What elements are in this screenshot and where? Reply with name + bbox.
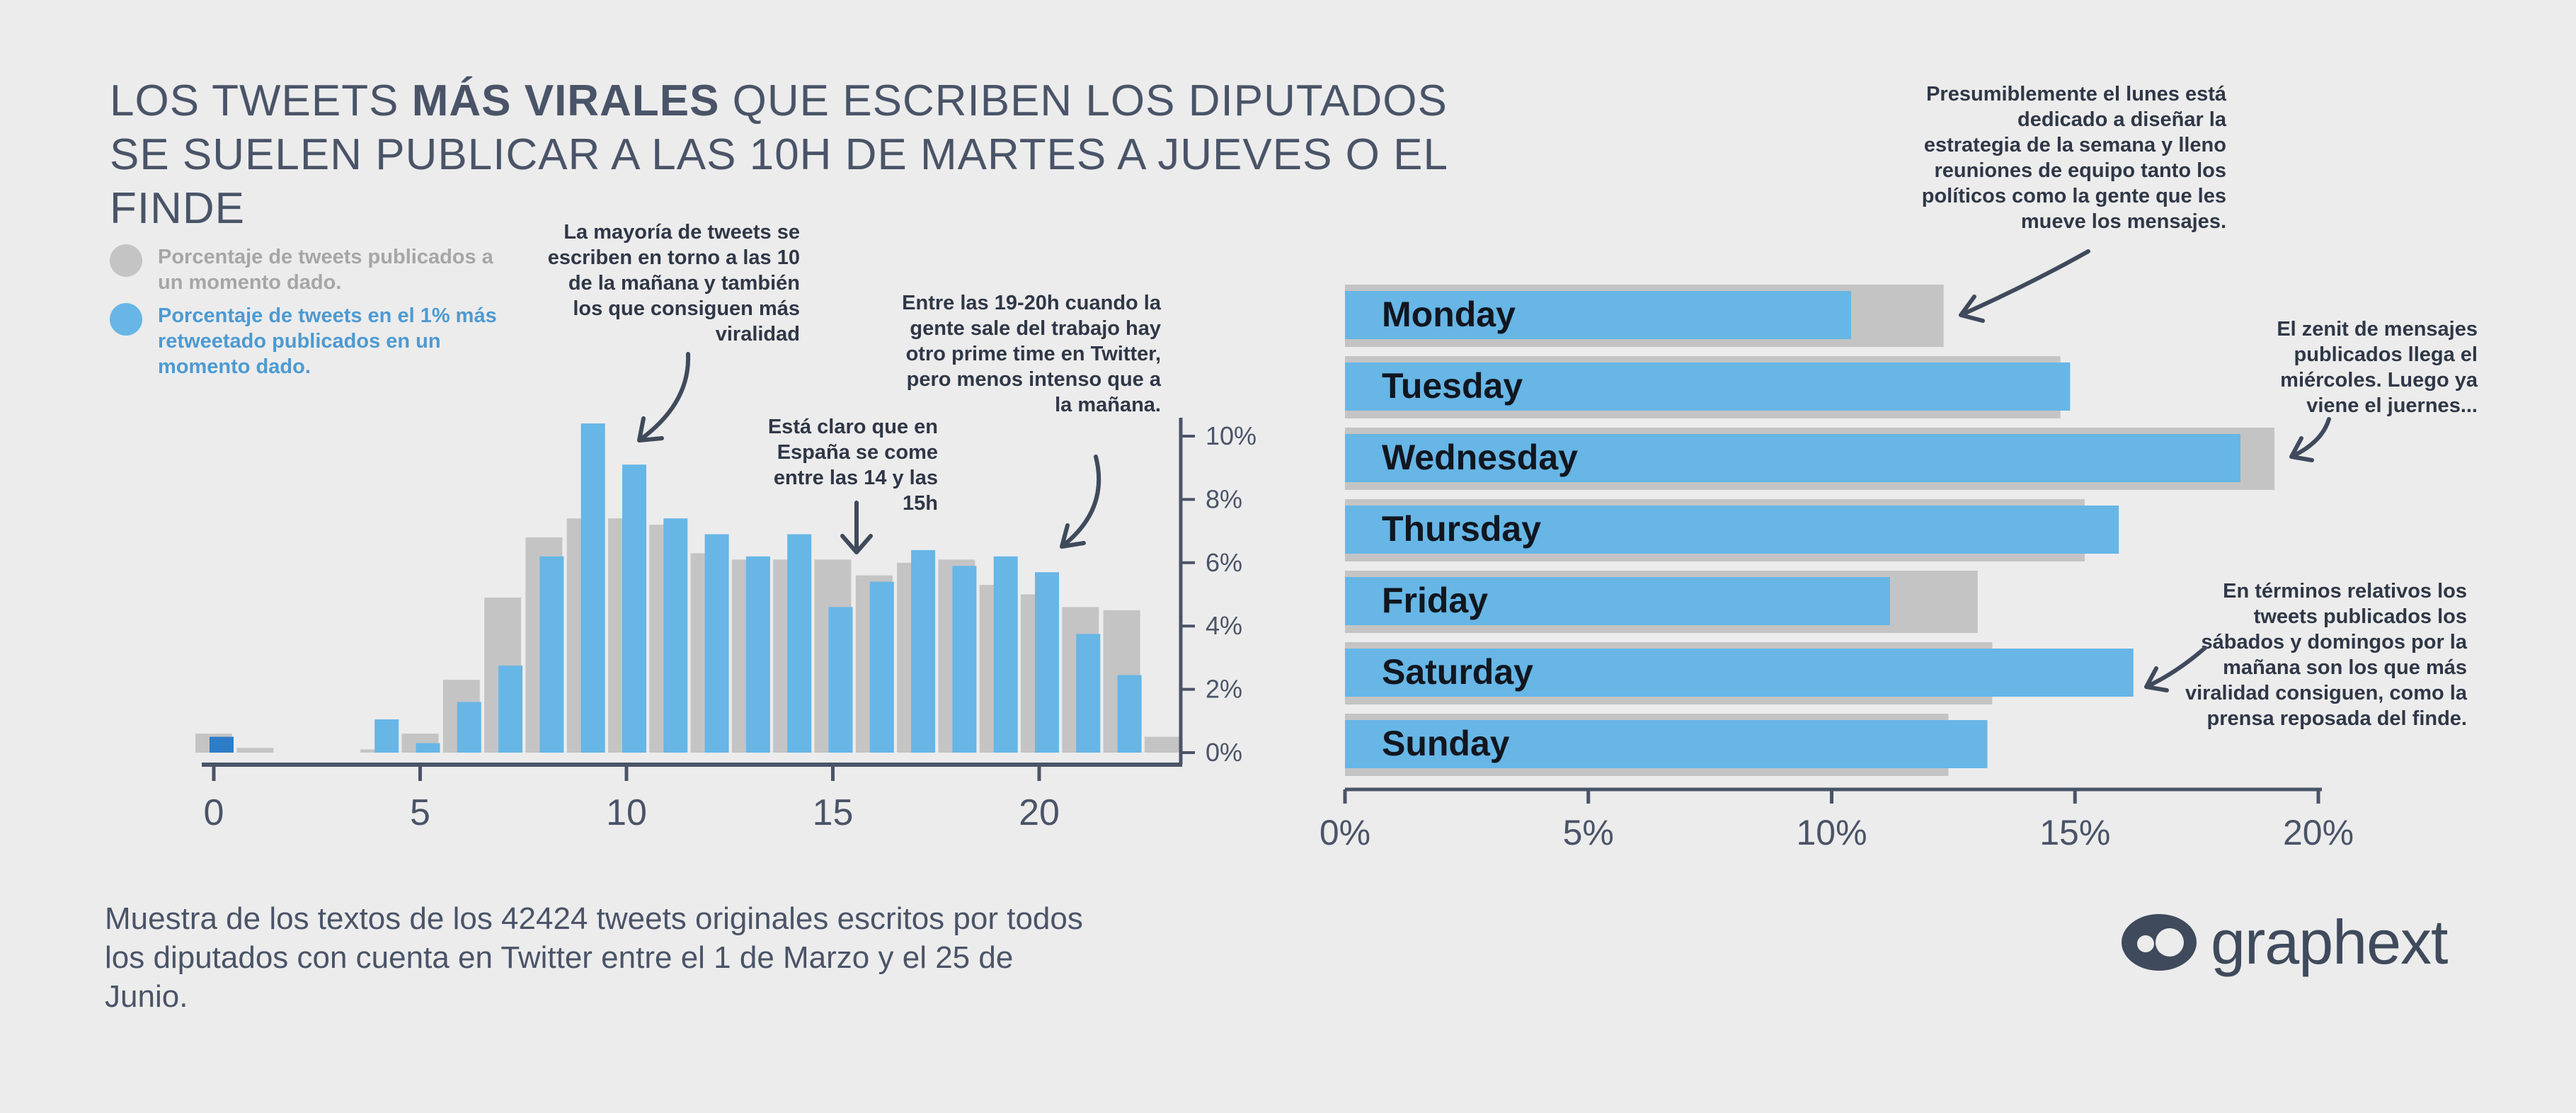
bar-viral-hour-13 [745, 556, 770, 753]
arrow-monday-icon [1959, 249, 2090, 323]
hourly-x-tick-label: 0 [204, 792, 224, 833]
legend-label-viral: Porcentaje de tweets en el 1% más retwee… [158, 304, 497, 378]
annotation-lunch: Está claro que en España se come entre l… [767, 416, 938, 515]
page-title: Los tweets más virales que escriben los … [110, 74, 1455, 236]
arrow-morning-icon [637, 352, 691, 443]
bar-viral-thursday [1345, 506, 2119, 554]
bar-viral-hour-22 [1117, 675, 1142, 753]
bar-viral-hour-15 [828, 607, 853, 753]
bar-viral-hour-11 [663, 518, 688, 753]
hourly-y-tick-label: 10% [1206, 421, 1256, 450]
bar-viral-wednesday [1345, 434, 2240, 482]
daily-x-tick-label: 20% [2283, 813, 2354, 852]
day-label: Monday [1382, 295, 1516, 334]
legend-label-all: Porcentaje de tweets publicados a un mom… [158, 246, 493, 294]
hourly-y-tick-label: 8% [1206, 484, 1242, 513]
bar-viral-hour-16 [869, 581, 894, 753]
daily-axes: 0% 5% 10% 15% 20% [1320, 787, 2354, 852]
hourly-bars [195, 423, 1181, 753]
annotation-morning: La mayoría de tweets se escriben en torn… [547, 221, 800, 346]
bar-viral-monday [1345, 291, 1851, 339]
bar-viral-tuesday [1345, 363, 2071, 411]
arrow-wednesday-icon [2289, 417, 2331, 462]
daily-x-tick-label: 0% [1320, 813, 1370, 852]
bar-viral-hour-20 [1035, 572, 1059, 753]
bar-viral-hour-7 [498, 666, 523, 753]
title-bold: más virales [411, 76, 720, 125]
annotation-weekend: En términos relativos los tweets publica… [2185, 580, 2467, 730]
footnote: Muestra de los textos de los 42424 tweet… [105, 901, 1083, 1014]
day-label: Wednesday [1382, 438, 1578, 477]
legend-item-viral: Porcentaje de tweets en el 1% más retwee… [110, 303, 519, 379]
day-label: Tuesday [1382, 366, 1523, 406]
legend-swatch-viral [110, 303, 142, 336]
bar-viral-hour-0 [210, 736, 234, 753]
bar-viral-hour-21 [1076, 634, 1101, 753]
day-label: Thursday [1382, 509, 1541, 549]
legend-item-all: Porcentaje de tweets publicados a un mom… [110, 244, 519, 295]
title-part-2: que escriben los diputados se suelen pub… [110, 76, 1448, 233]
arrow-weekend-icon [2144, 646, 2207, 692]
bar-viral-hour-9 [580, 423, 605, 753]
bar-viral-hour-17 [911, 549, 936, 753]
arrow-lunch-icon [840, 501, 873, 554]
daily-x-tick-label: 10% [1796, 813, 1867, 852]
bar-all-hour-23 [1144, 736, 1181, 753]
daily-x-tick-label: 5% [1563, 813, 1614, 852]
hourly-y-tick-label: 2% [1206, 675, 1242, 704]
hourly-x-tick-label: 20 [1019, 792, 1060, 833]
bar-viral-hour-18 [952, 566, 977, 753]
bar-viral-sunday [1345, 720, 1988, 768]
hourly-x-tick-label: 5 [410, 792, 430, 833]
graphext-logo-text: graphext [2211, 907, 2448, 977]
hourly-axes: 0 5 10 15 20 0% 2% 4% 6% 8% 10% [202, 418, 1256, 833]
annotation-wednesday: El zenit de mensajes publicados llega el… [2277, 318, 2478, 417]
annotation-arrows [637, 249, 2331, 692]
hourly-y-tick-label: 6% [1206, 548, 1242, 577]
bar-viral-hour-8 [539, 556, 564, 753]
daily-bars: Monday Tuesday Wednesday Thursday Friday Satu… [1345, 285, 2275, 776]
bar-all-hour-1 [236, 748, 274, 753]
annotation-evening: Entre las 19-20h cuando la gente sale de… [902, 292, 1161, 416]
bar-viral-friday [1345, 577, 1890, 625]
legend-swatch-all [110, 244, 142, 277]
annotation-monday: Presumiblemente el lunes está dedicado a… [1921, 83, 2226, 233]
hourly-x-tick-label: 15 [813, 792, 854, 833]
bar-viral-hour-6 [457, 702, 481, 753]
graphext-logo-icon [2122, 914, 2197, 971]
hourly-x-tick-label: 10 [606, 792, 647, 833]
day-label: Friday [1382, 581, 1488, 620]
day-label: Sunday [1382, 724, 1510, 763]
hourly-y-tick-label: 0% [1206, 738, 1242, 767]
day-label: Saturday [1382, 652, 1533, 692]
graphext-logo: graphext [2120, 906, 2448, 978]
title-part-1: Los tweets [110, 76, 412, 125]
bar-viral-hour-5 [416, 743, 440, 753]
bar-viral-saturday [1345, 649, 2134, 697]
bar-viral-hour-19 [993, 556, 1018, 753]
daily-x-tick-label: 15% [2039, 813, 2110, 852]
bar-viral-hour-14 [787, 534, 812, 753]
bar-viral-hour-12 [704, 534, 729, 753]
bar-viral-hour-4 [374, 719, 399, 753]
hourly-y-tick-label: 4% [1206, 611, 1242, 640]
bar-viral-hour-10 [622, 464, 646, 753]
arrow-evening-icon [1060, 455, 1101, 549]
